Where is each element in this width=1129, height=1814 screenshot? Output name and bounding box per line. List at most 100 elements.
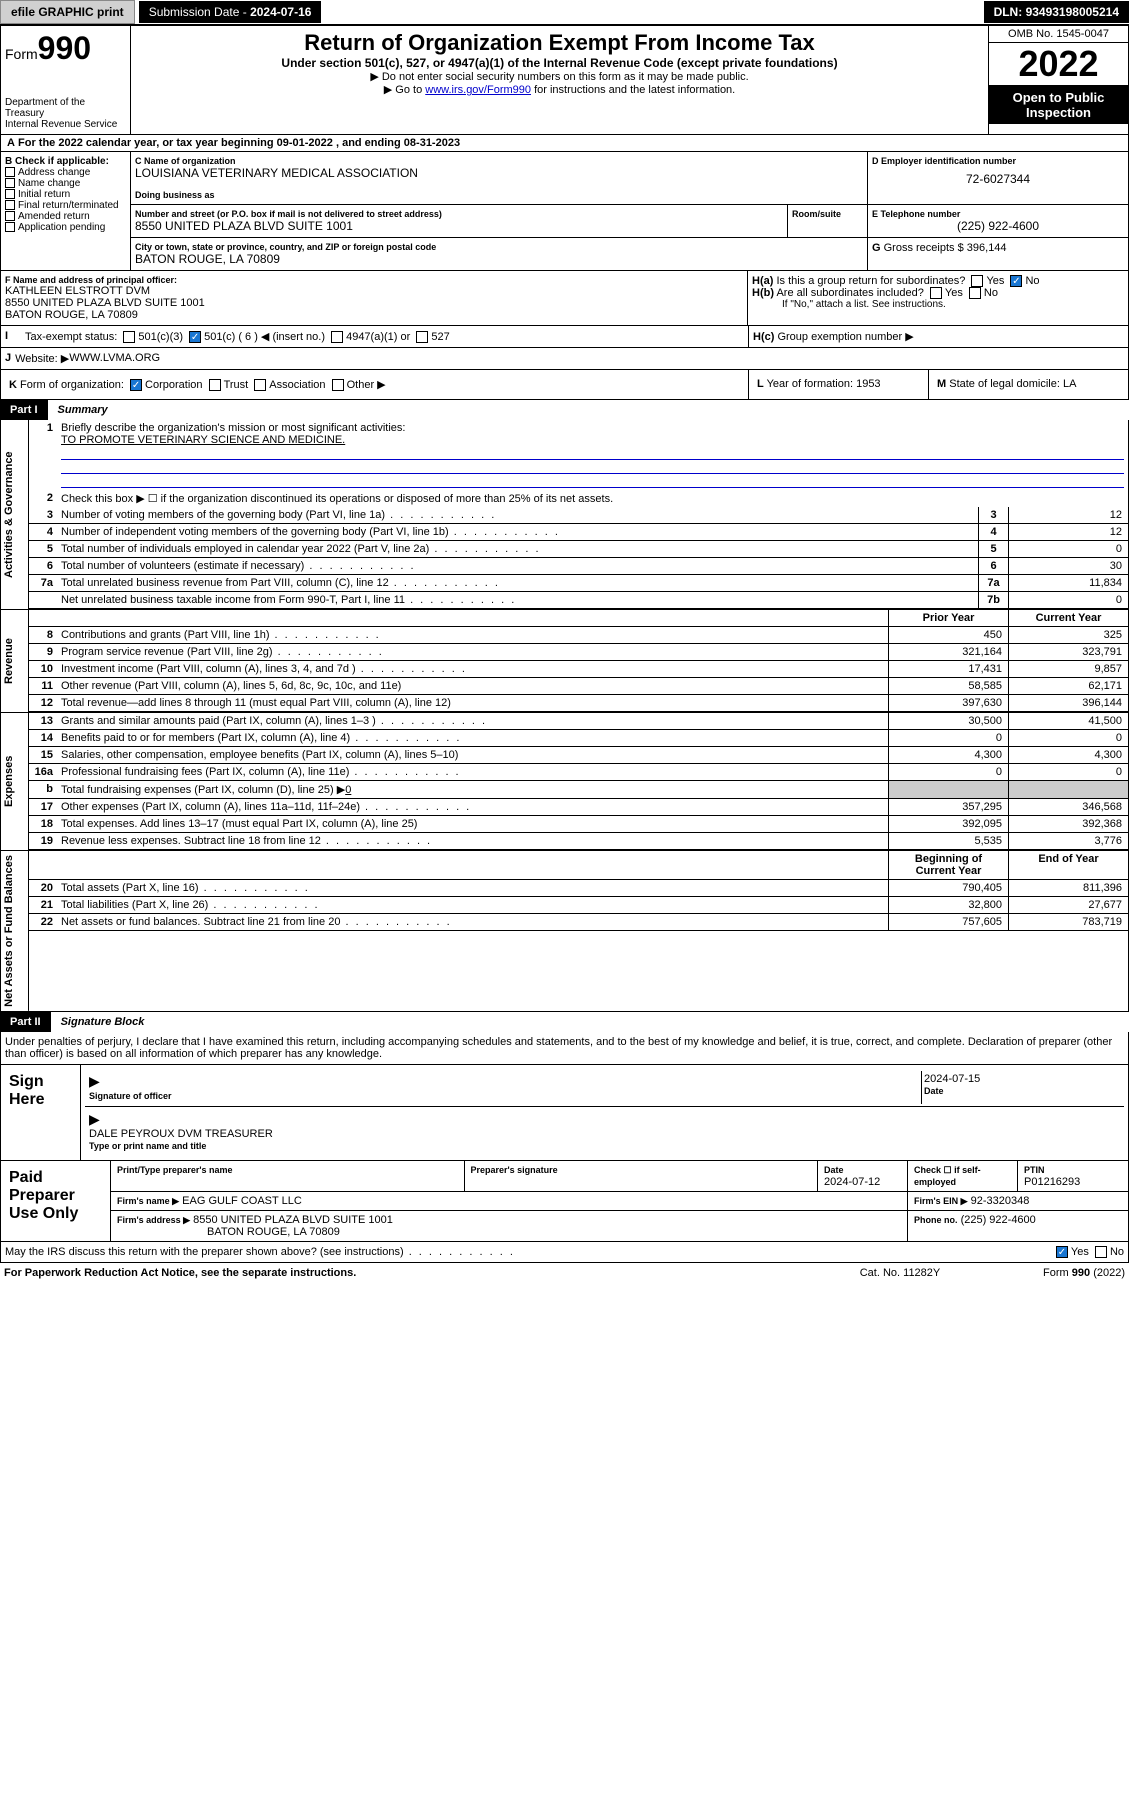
line-7b: Net unrelated business taxable income fr…: [57, 592, 978, 608]
expenses-block: Expenses 13Grants and similar amounts pa…: [0, 713, 1129, 851]
form-title: Return of Organization Exempt From Incom…: [135, 30, 984, 56]
form-number-block: Form990 Department of the Treasury Inter…: [1, 26, 131, 134]
line-A: A For the 2022 calendar year, or tax yea…: [0, 135, 1129, 152]
line-6: Total number of volunteers (estimate if …: [57, 558, 978, 574]
form-subtitle-2: ▶ Do not enter social security numbers o…: [135, 70, 984, 83]
tax-exempt-status: Tax-exempt status: 501(c)(3) ✓501(c) ( 6…: [21, 326, 748, 347]
hb-yes[interactable]: [930, 287, 942, 299]
submission-date: Submission Date - 2024-07-16: [139, 1, 322, 23]
hb-no[interactable]: [969, 287, 981, 299]
sig-date: 2024-07-15: [924, 1073, 980, 1085]
city-block: City or town, state or province, country…: [131, 238, 868, 270]
page-footer: For Paperwork Reduction Act Notice, see …: [0, 1263, 1129, 1283]
val-9p: 321,164: [888, 644, 1008, 660]
row-KLM: K Form of organization: ✓Corporation Tru…: [0, 370, 1129, 400]
footer-left: For Paperwork Reduction Act Notice, see …: [4, 1267, 825, 1279]
side-na: Net Assets or Fund Balances: [1, 851, 29, 1011]
val-21c: 27,677: [1008, 897, 1128, 913]
hb-note: If "No," attach a list. See instructions…: [752, 299, 1124, 310]
cb-name-change[interactable]: [5, 178, 15, 188]
firm-addr2: BATON ROUGE, LA 70809: [117, 1226, 340, 1238]
ha-yes[interactable]: [971, 275, 983, 287]
line-13: Grants and similar amounts paid (Part IX…: [57, 713, 888, 729]
top-toolbar: efile GRAPHIC print Submission Date - 20…: [0, 0, 1129, 25]
part-I-label: Part I: [0, 400, 48, 420]
officer-city: BATON ROUGE, LA 70809: [5, 309, 743, 321]
paid-preparer-block: Paid Preparer Use Only Print/Type prepar…: [0, 1161, 1129, 1242]
k-corp[interactable]: ✓: [130, 379, 142, 391]
val-14p: 0: [888, 730, 1008, 746]
val-4: 12: [1008, 524, 1128, 540]
i-501c3[interactable]: [123, 331, 135, 343]
val-18c: 392,368: [1008, 816, 1128, 832]
val-7b: 0: [1008, 592, 1128, 608]
ha-no[interactable]: ✓: [1010, 275, 1022, 287]
irs-link[interactable]: www.irs.gov/Form990: [425, 84, 531, 96]
line-5: Total number of individuals employed in …: [57, 541, 978, 557]
cb-app-pending[interactable]: [5, 222, 15, 232]
omb-number: OMB No. 1545-0047: [989, 26, 1128, 43]
val-10p: 17,431: [888, 661, 1008, 677]
val-21p: 32,800: [888, 897, 1008, 913]
revenue-block: Revenue Prior YearCurrent Year 8Contribu…: [0, 610, 1129, 713]
Hc-block: H(c) Group exemption number ▶: [748, 326, 1128, 347]
val-20p: 790,405: [888, 880, 1008, 896]
line-12: Total revenue—add lines 8 through 11 (mu…: [57, 695, 888, 711]
officer-addr: 8550 UNITED PLAZA BLVD SUITE 1001: [5, 297, 743, 309]
current-year-hdr: Current Year: [1008, 610, 1128, 626]
cb-final-return[interactable]: [5, 200, 15, 210]
firm-phone: (225) 922-4600: [961, 1214, 1036, 1226]
may-no[interactable]: [1095, 1246, 1107, 1258]
efile-print-button[interactable]: efile GRAPHIC print: [0, 0, 135, 24]
form-header: Form990 Department of the Treasury Inter…: [0, 25, 1129, 135]
org-name: LOUISIANA VETERINARY MEDICAL ASSOCIATION: [135, 166, 863, 180]
city-value: BATON ROUGE, LA 70809: [135, 252, 863, 266]
firm-ein: 92-3320348: [971, 1195, 1030, 1207]
gross-receipts: G Gross receipts $ 396,144: [868, 238, 1128, 270]
H-block: H(a) Is this a group return for subordin…: [748, 271, 1128, 325]
line-16b: Total fundraising expenses (Part IX, col…: [57, 781, 888, 798]
row-I: I Tax-exempt status: 501(c)(3) ✓501(c) (…: [0, 326, 1129, 348]
cb-initial-return[interactable]: [5, 189, 15, 199]
i-4947[interactable]: [331, 331, 343, 343]
may-yes[interactable]: ✓: [1056, 1246, 1068, 1258]
val-12c: 396,144: [1008, 695, 1128, 711]
val-12p: 397,630: [888, 695, 1008, 711]
val-8c: 325: [1008, 627, 1128, 643]
val-13p: 30,500: [888, 713, 1008, 729]
cb-amended-return[interactable]: [5, 211, 15, 221]
irs-label: Internal Revenue Service: [5, 119, 126, 130]
val-13c: 41,500: [1008, 713, 1128, 729]
line-14: Benefits paid to or for members (Part IX…: [57, 730, 888, 746]
line-22: Net assets or fund balances. Subtract li…: [57, 914, 888, 930]
k-other[interactable]: [332, 379, 344, 391]
val-11c: 62,171: [1008, 678, 1128, 694]
line-19: Revenue less expenses. Subtract line 18 …: [57, 833, 888, 849]
val-16bp: [888, 781, 1008, 798]
val-14c: 0: [1008, 730, 1128, 746]
k-trust[interactable]: [209, 379, 221, 391]
k-assoc[interactable]: [254, 379, 266, 391]
cb-address-change[interactable]: [5, 167, 15, 177]
i-527[interactable]: [416, 331, 428, 343]
row-J: J Website: ▶ WWW.LVMA.ORG: [0, 348, 1129, 370]
part-I-header: Part I Summary: [0, 400, 1129, 420]
principal-officer: F Name and address of principal officer:…: [1, 271, 748, 325]
street-block: Number and street (or P.O. box if mail i…: [131, 205, 788, 237]
ptin: P01216293: [1024, 1176, 1080, 1188]
footer-cat: Cat. No. 11282Y: [825, 1267, 975, 1279]
line-18: Total expenses. Add lines 13–17 (must eq…: [57, 816, 888, 832]
eoy-hdr: End of Year: [1008, 851, 1128, 879]
val-11p: 58,585: [888, 678, 1008, 694]
mission-text: TO PROMOTE VETERINARY SCIENCE AND MEDICI…: [61, 434, 345, 446]
form-title-block: Return of Organization Exempt From Incom…: [131, 26, 988, 134]
line-2: Check this box ▶ ☐ if the organization d…: [57, 490, 1128, 507]
val-16ap: 0: [888, 764, 1008, 780]
i-501c[interactable]: ✓: [189, 331, 201, 343]
val-22p: 757,605: [888, 914, 1008, 930]
state-domicile: M State of legal domicile: LA: [928, 370, 1128, 399]
line-17: Other expenses (Part IX, column (A), lin…: [57, 799, 888, 815]
part-I-title: Summary: [48, 400, 1129, 420]
side-ag: Activities & Governance: [1, 420, 29, 609]
bcy-hdr: Beginning of Current Year: [888, 851, 1008, 879]
